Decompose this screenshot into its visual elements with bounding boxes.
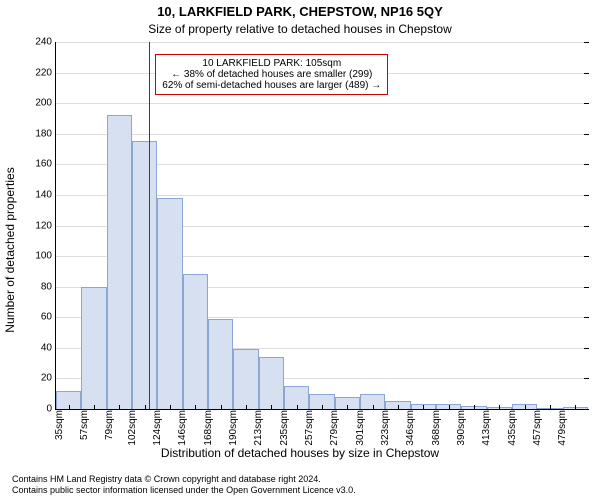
xtick-label: 35sqm: [54, 410, 65, 440]
xtick-mark: [474, 405, 475, 410]
xtick-mark: [119, 405, 120, 410]
xtick-label: 279sqm: [330, 410, 341, 446]
xtick-mark: [575, 405, 576, 410]
xtick-mark: [449, 405, 450, 410]
xtick-mark: [145, 405, 146, 410]
xtick-mark: [221, 405, 222, 410]
annotation-line: 62% of semi-detached houses are larger (…: [162, 80, 381, 91]
ytick-mark: [584, 164, 589, 165]
footer-line: Contains public sector information licen…: [12, 485, 356, 496]
ytick-label: 180: [35, 128, 56, 139]
ytick-label: 220: [35, 67, 56, 78]
xtick-label: 435sqm: [507, 410, 518, 446]
xtick-mark: [170, 405, 171, 410]
histogram-bar: [107, 115, 132, 409]
ytick-label: 100: [35, 251, 56, 262]
histogram-bar: [157, 198, 182, 409]
xtick-label: 413sqm: [482, 410, 493, 446]
ytick-label: 120: [35, 220, 56, 231]
xtick-mark: [246, 405, 247, 410]
xtick-label: 57sqm: [79, 410, 90, 440]
xtick-label: 257sqm: [304, 410, 315, 446]
ytick-label: 60: [41, 312, 56, 323]
xtick-label: 346sqm: [406, 410, 417, 446]
xtick-label: 190sqm: [228, 410, 239, 446]
gridline: [56, 134, 588, 135]
ytick-mark: [584, 287, 589, 288]
gridline: [56, 42, 588, 43]
xtick-label: 323sqm: [380, 410, 391, 446]
footer: Contains HM Land Registry data © Crown c…: [12, 474, 356, 497]
footer-line: Contains HM Land Registry data © Crown c…: [12, 474, 356, 485]
ytick-label: 20: [41, 373, 56, 384]
ytick-mark: [584, 256, 589, 257]
xtick-mark: [347, 405, 348, 410]
gridline: [56, 103, 588, 104]
ytick-mark: [584, 409, 589, 410]
chart-container: 10, LARKFIELD PARK, CHEPSTOW, NP16 5QY S…: [0, 0, 600, 500]
histogram-bar: [259, 357, 284, 409]
xtick-mark: [423, 405, 424, 410]
histogram-bar: [81, 287, 106, 409]
ytick-label: 40: [41, 342, 56, 353]
annotation-line: 10 LARKFIELD PARK: 105sqm: [162, 58, 381, 69]
xtick-label: 301sqm: [355, 410, 366, 446]
histogram-bar: [208, 319, 233, 409]
xtick-label: 213sqm: [254, 410, 265, 446]
xtick-mark: [271, 405, 272, 410]
xtick-label: 124sqm: [152, 410, 163, 446]
ytick-label: 240: [35, 37, 56, 48]
xtick-label: 457sqm: [532, 410, 543, 446]
histogram-bar: [132, 141, 157, 409]
xtick-mark: [297, 405, 298, 410]
ytick-label: 140: [35, 189, 56, 200]
xtick-label: 168sqm: [203, 410, 214, 446]
ytick-mark: [584, 42, 589, 43]
ytick-mark: [584, 317, 589, 318]
xtick-mark: [499, 405, 500, 410]
ytick-mark: [584, 195, 589, 196]
x-axis-label: Distribution of detached houses by size …: [0, 446, 600, 460]
ytick-mark: [584, 348, 589, 349]
xtick-label: 479sqm: [558, 410, 569, 446]
ytick-mark: [584, 73, 589, 74]
histogram-bar: [233, 349, 258, 409]
histogram-bar: [183, 274, 208, 409]
plot-region: 02040608010012014016018020022024035sqm57…: [55, 42, 588, 410]
xtick-mark: [525, 405, 526, 410]
ytick-mark: [584, 134, 589, 135]
ytick-label: 200: [35, 98, 56, 109]
xtick-mark: [94, 405, 95, 410]
xtick-mark: [398, 405, 399, 410]
xtick-mark: [550, 405, 551, 410]
xtick-label: 235sqm: [279, 410, 290, 446]
xtick-mark: [322, 405, 323, 410]
page-title: 10, LARKFIELD PARK, CHEPSTOW, NP16 5QY: [0, 4, 600, 19]
page-subtitle: Size of property relative to detached ho…: [0, 22, 600, 36]
xtick-label: 146sqm: [178, 410, 189, 446]
xtick-label: 102sqm: [127, 410, 138, 446]
annotation-line: ← 38% of detached houses are smaller (29…: [162, 69, 381, 80]
ytick-mark: [584, 103, 589, 104]
ytick-label: 160: [35, 159, 56, 170]
marker-line: [149, 42, 150, 409]
xtick-mark: [373, 405, 374, 410]
ytick-label: 80: [41, 281, 56, 292]
xtick-mark: [69, 405, 70, 410]
xtick-label: 390sqm: [456, 410, 467, 446]
xtick-label: 368sqm: [431, 410, 442, 446]
xtick-mark: [195, 405, 196, 410]
ytick-mark: [584, 226, 589, 227]
annotation-box: 10 LARKFIELD PARK: 105sqm← 38% of detach…: [155, 54, 388, 95]
xtick-label: 79sqm: [104, 410, 115, 440]
y-axis-label: Number of detached properties: [3, 167, 17, 332]
chart-area: 02040608010012014016018020022024035sqm57…: [55, 42, 588, 410]
ytick-mark: [584, 378, 589, 379]
